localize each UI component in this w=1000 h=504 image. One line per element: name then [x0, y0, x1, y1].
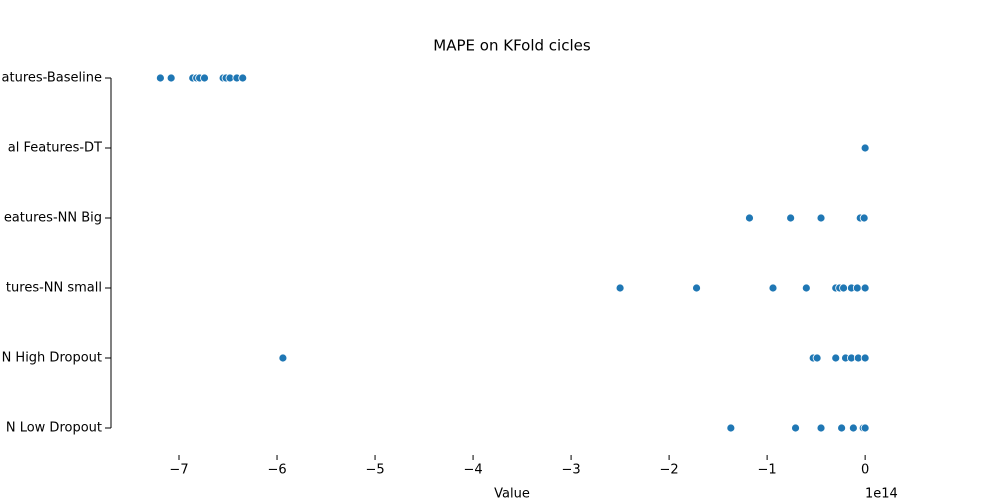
y-tick-label: N Low Dropout [6, 421, 102, 436]
y-tick-label: N High Dropout [2, 351, 102, 366]
point [786, 213, 796, 223]
y-tick-label: tures-NN small [6, 281, 102, 296]
y-tick-label: al Features-DT [8, 141, 102, 156]
point [278, 353, 288, 363]
point [238, 73, 248, 83]
x-tick-label: −1 [758, 463, 777, 478]
x-offset-label: 1e14 [865, 487, 898, 501]
point [166, 73, 176, 83]
point [791, 423, 800, 433]
point [801, 283, 811, 293]
point [837, 423, 847, 433]
x-tick-label: −5 [365, 463, 384, 478]
point [816, 213, 826, 223]
point [860, 423, 870, 433]
x-axis-label: Value [494, 487, 530, 501]
point [860, 283, 870, 293]
point [692, 283, 701, 293]
point [839, 283, 848, 293]
point [726, 423, 736, 433]
point [615, 283, 625, 293]
point [200, 73, 209, 83]
point [852, 283, 862, 293]
x-tick-label: −3 [561, 463, 580, 478]
point [860, 353, 870, 363]
point [768, 283, 778, 293]
x-tick-label: −4 [463, 463, 482, 478]
y-tick-label: eatures-NN Big [4, 211, 102, 226]
point [745, 213, 754, 223]
point [831, 353, 841, 363]
point [848, 423, 858, 433]
x-tick-label: −2 [660, 463, 679, 478]
y-tick-label: atures-Baseline [2, 71, 102, 86]
x-tick-label: −6 [267, 463, 286, 478]
point [860, 143, 870, 153]
x-tick-label: −7 [169, 463, 188, 478]
point [816, 423, 826, 433]
point [859, 213, 869, 223]
chart-title: MAPE on KFold cicles [433, 37, 591, 55]
point [155, 73, 165, 83]
point [812, 353, 822, 363]
x-tick-label: 0 [861, 463, 869, 478]
